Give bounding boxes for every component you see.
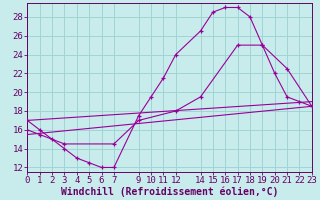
X-axis label: Windchill (Refroidissement éolien,°C): Windchill (Refroidissement éolien,°C) — [61, 187, 278, 197]
